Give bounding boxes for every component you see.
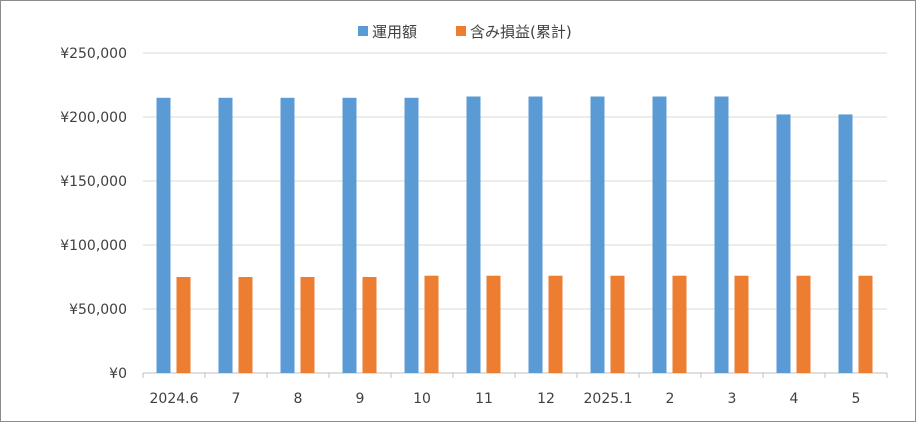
- y-tick-label: ¥200,000: [60, 110, 127, 126]
- gridlines: [143, 52, 887, 310]
- x-tick-label: 11: [475, 391, 493, 407]
- x-tick-label: 12: [537, 391, 555, 407]
- legend: 運用額 含み損益(累計): [358, 23, 572, 41]
- bar-series-1: [528, 96, 543, 374]
- x-axis: 2024.6 7 8 9 10 11 12 2025.1 2 3 4 5: [142, 372, 888, 407]
- y-tick-label: ¥150,000: [60, 174, 127, 190]
- y-tick-label: ¥100,000: [60, 238, 127, 254]
- y-tick-label: ¥50,000: [69, 302, 127, 318]
- bar-series-2: [734, 275, 749, 373]
- bar-series-2: [300, 277, 315, 373]
- bar-series-1: [590, 96, 605, 374]
- bar-series-2: [424, 275, 439, 373]
- bar-series-1: [280, 97, 295, 374]
- bar-series-1: [838, 114, 853, 373]
- bar-series-1: [652, 96, 667, 374]
- bar-series-1: [342, 97, 357, 374]
- y-axis: ¥0 ¥50,000 ¥100,000 ¥150,000 ¥200,000 ¥250,00…: [60, 46, 127, 382]
- bar-series-1: [404, 97, 419, 374]
- bar-series-2: [796, 275, 811, 373]
- bar-series-1: [156, 97, 171, 374]
- legend-swatch-series-1: [358, 26, 368, 36]
- bar-series-2: [610, 275, 625, 373]
- x-tick-label: 7: [232, 391, 241, 407]
- bar-series-2: [486, 275, 501, 373]
- legend-label-series-2: 含み損益(累計): [470, 23, 572, 41]
- x-tick-label: 10: [413, 391, 431, 407]
- x-tick-label: 2: [666, 391, 675, 407]
- bar-series-2: [362, 277, 377, 373]
- bar-series-1: [218, 97, 233, 374]
- x-tick-label: 2025.1: [584, 391, 633, 407]
- bar-series-2: [858, 275, 873, 373]
- bar-series-1: [466, 96, 481, 374]
- x-tick-label: 2024.6: [150, 391, 199, 407]
- bar-series-1: [776, 114, 791, 373]
- y-tick-label: ¥250,000: [60, 46, 127, 62]
- x-tick-label: 4: [790, 391, 799, 407]
- x-tick-label: 5: [852, 391, 861, 407]
- bar-series-2: [238, 277, 253, 373]
- legend-label-series-1: 運用額: [372, 23, 417, 41]
- bars: [156, 96, 873, 374]
- bar-series-2: [176, 277, 191, 373]
- x-tick-label: 9: [356, 391, 365, 407]
- bar-series-2: [672, 275, 687, 373]
- x-tick-label: 3: [728, 391, 737, 407]
- x-tick-label: 8: [294, 391, 303, 407]
- legend-swatch-series-2: [456, 26, 466, 36]
- bar-series-2: [548, 275, 563, 373]
- y-tick-label: ¥0: [109, 366, 127, 382]
- bar-series-1: [714, 96, 729, 374]
